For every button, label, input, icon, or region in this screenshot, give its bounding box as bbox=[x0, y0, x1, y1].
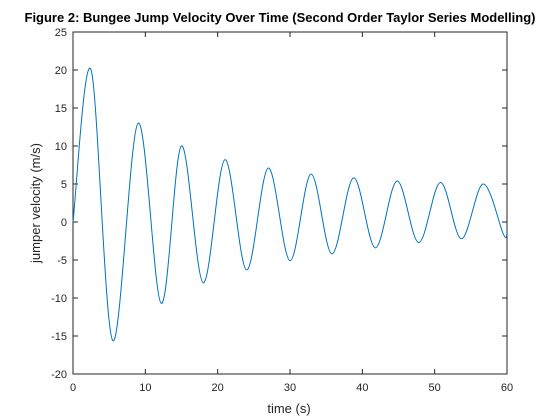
x-tick-label: 30 bbox=[284, 382, 296, 394]
plot-area: 0 10 20 30 40 50 60 -20 -15 -10 -5 0 5 10 15 20 25 bbox=[51, 27, 513, 394]
y-tick-label: -5 bbox=[57, 255, 67, 267]
x-axis-label: time (s) bbox=[267, 401, 310, 416]
y-tick-label: 25 bbox=[55, 27, 67, 39]
x-tick-label: 40 bbox=[356, 382, 368, 394]
velocity-series-line bbox=[72, 67, 508, 342]
axes-box bbox=[72, 31, 508, 375]
x-tick-label: 50 bbox=[429, 382, 441, 394]
x-tick-label: 0 bbox=[70, 382, 76, 394]
y-tick-label: 0 bbox=[61, 217, 67, 229]
y-tick-label: 10 bbox=[55, 141, 67, 153]
y-tick-label: 20 bbox=[55, 65, 67, 77]
x-tick-label: 20 bbox=[212, 382, 224, 394]
x-tick-label: 60 bbox=[501, 382, 513, 394]
y-tick-label: -10 bbox=[51, 293, 67, 305]
x-tick-label: 10 bbox=[139, 382, 151, 394]
y-tick-label: -15 bbox=[51, 331, 67, 343]
y-tick-label: -20 bbox=[51, 369, 67, 381]
chart-title: Figure 2: Bungee Jump Velocity Over Time… bbox=[25, 10, 536, 25]
y-axis-label: jumper velocity (m/s) bbox=[28, 143, 43, 264]
y-tick-label: 15 bbox=[55, 103, 67, 115]
y-tick-label: 5 bbox=[61, 179, 67, 191]
